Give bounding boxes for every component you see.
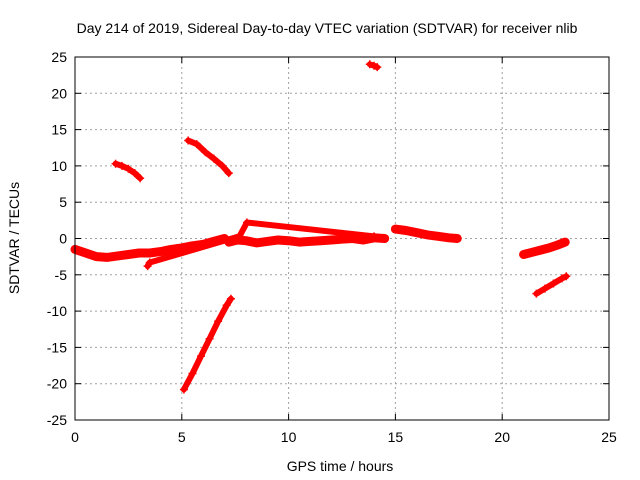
data-point [370, 232, 379, 241]
data-point [103, 253, 112, 262]
y-tick-label: -15 [47, 339, 67, 355]
data-point [532, 289, 541, 298]
y-tick-label: 20 [51, 85, 67, 101]
series-outliers [143, 218, 379, 271]
data-point [145, 249, 154, 258]
data-point [412, 228, 421, 237]
data-point [444, 233, 453, 242]
series-arc-top [365, 60, 382, 72]
x-tick-label: 25 [601, 429, 617, 445]
y-tick-label: 25 [51, 49, 67, 65]
data-point [209, 154, 218, 163]
series-arc-lower-steep [179, 294, 235, 394]
data-point [553, 241, 562, 250]
plot-frame [74, 56, 610, 421]
data-point [136, 174, 145, 183]
data-point [434, 232, 443, 241]
data-point [224, 169, 233, 178]
data-point [453, 234, 462, 243]
data-point [528, 248, 537, 257]
series-band [180, 295, 234, 393]
y-tick-label: 0 [59, 231, 67, 247]
data-point [519, 250, 528, 259]
data-point [167, 245, 176, 254]
y-tick-label: -20 [47, 376, 67, 392]
data-point [305, 237, 314, 246]
data-point [536, 246, 545, 255]
series-baseline-c [390, 224, 462, 243]
data-point [222, 301, 231, 310]
data-point [226, 294, 235, 303]
data-point [338, 235, 346, 244]
data-point [124, 164, 133, 173]
data-point [145, 258, 154, 267]
data-point [402, 226, 411, 235]
y-tick-label: 10 [51, 158, 67, 174]
data-point [92, 252, 101, 261]
data-point [117, 161, 126, 170]
x-axis-label: GPS time / hours [287, 458, 394, 474]
data-point [241, 236, 250, 245]
data-point [252, 238, 261, 247]
data-point [316, 236, 325, 245]
data-point [242, 218, 251, 227]
y-tick-label: -25 [47, 412, 67, 428]
chart-points [70, 60, 571, 394]
data-point [373, 63, 382, 72]
data-point [365, 60, 374, 69]
data-point [558, 274, 567, 283]
data-point [81, 249, 90, 258]
data-point [540, 284, 549, 293]
data-point [549, 279, 558, 288]
data-point [295, 238, 304, 247]
data-point [156, 247, 165, 256]
data-point [135, 249, 144, 258]
data-point [273, 235, 282, 244]
x-tick-label: 5 [178, 429, 186, 445]
y-tick-label: -5 [55, 267, 68, 283]
data-point [235, 232, 244, 241]
data-point [130, 169, 139, 178]
data-point [391, 225, 400, 234]
y-tick-label: -10 [47, 303, 67, 319]
y-axis-label: SDTVAR / TECUs [6, 182, 22, 294]
y-tick-label: 5 [59, 194, 67, 210]
series-late-b [532, 272, 571, 298]
chart-ticks: 0 5 10 15 20 25 -25 -20 -15 -10 -5 0 5 10 15 20 25 [47, 49, 617, 445]
chart-title: Day 214 of 2019, Sidereal Day-to-day VTE… [77, 20, 578, 36]
data-point [197, 352, 206, 361]
x-tick-label: 15 [388, 429, 404, 445]
data-point [423, 230, 432, 239]
data-point [545, 243, 554, 252]
data-point [263, 237, 272, 246]
data-point [562, 272, 571, 281]
data-point [218, 161, 227, 170]
data-point [380, 234, 389, 243]
data-point [188, 369, 197, 378]
data-point [214, 317, 223, 326]
x-tick-label: 0 [71, 429, 79, 445]
series-arc-upper-mid [184, 136, 233, 178]
x-tick-label: 10 [281, 429, 297, 445]
data-point [192, 140, 201, 149]
data-point [179, 385, 188, 394]
data-point [284, 236, 293, 245]
data-point [201, 148, 210, 157]
series-arc-upper-left [111, 159, 145, 183]
series-band [224, 233, 390, 248]
data-point [561, 238, 570, 247]
y-tick-label: 15 [51, 122, 67, 138]
x-tick-label: 20 [494, 429, 510, 445]
data-point [113, 251, 122, 260]
data-point [184, 136, 193, 145]
series-late-a [519, 237, 570, 259]
data-point [111, 159, 120, 168]
data-point [124, 250, 133, 259]
data-point [327, 235, 336, 244]
data-point [205, 334, 214, 343]
